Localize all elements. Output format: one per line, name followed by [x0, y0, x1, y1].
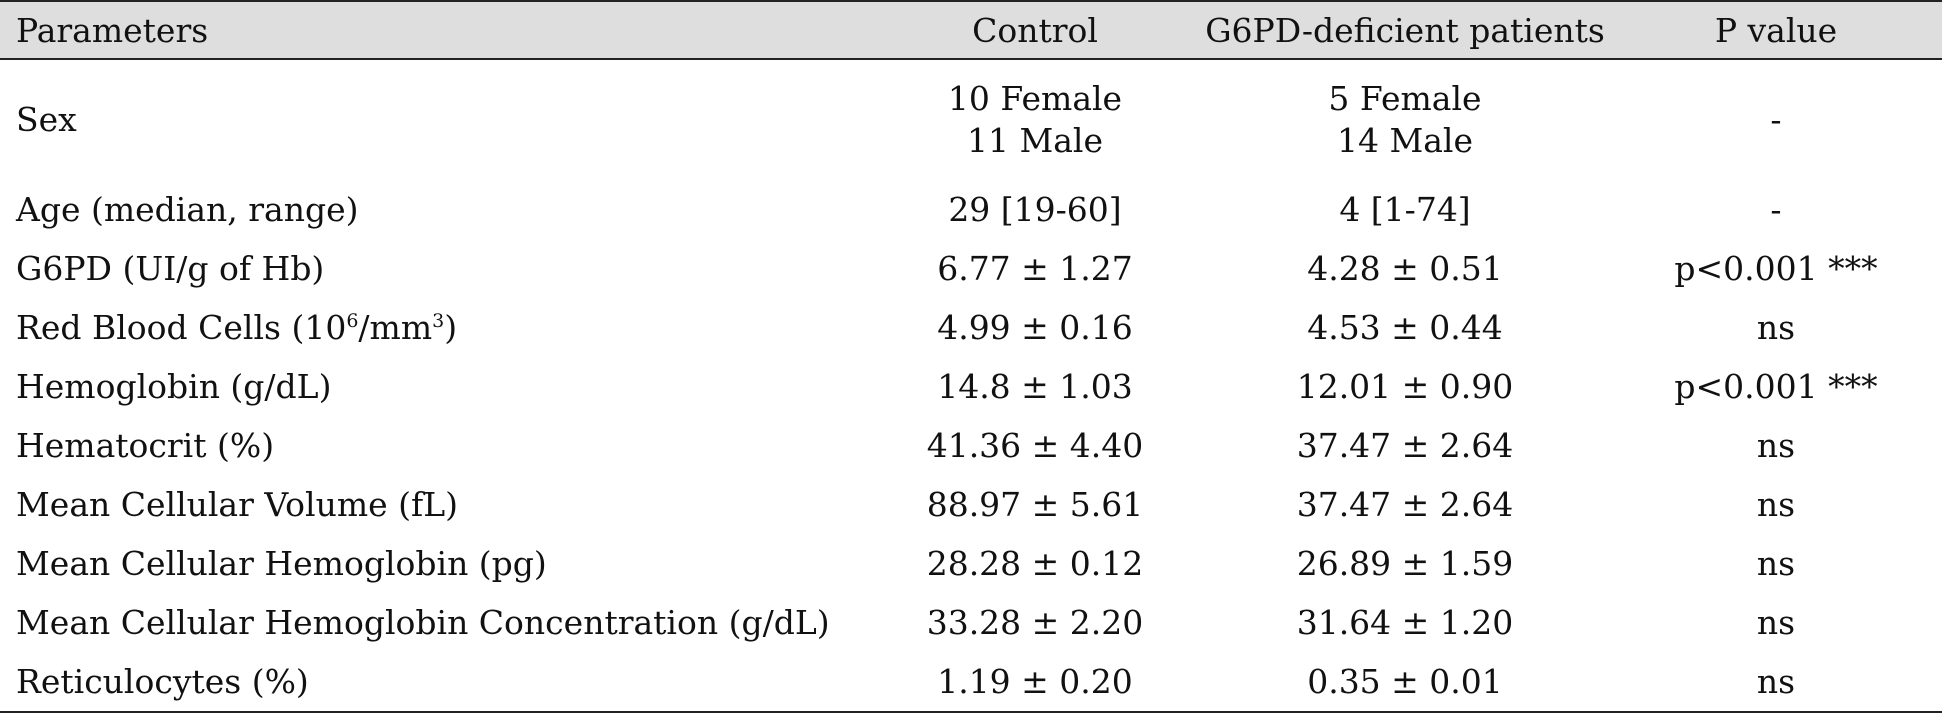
exponent-6: 6 [346, 309, 359, 332]
table-body: Sex 10 Female 11 Male 5 Female 14 Male -… [0, 59, 1942, 713]
table-row-hemoglobin: Hemoglobin (g/dL) 14.8 ± 1.03 12.01 ± 0.… [0, 357, 1942, 416]
table-row-sex: Sex 10 Female 11 Male 5 Female 14 Male - [0, 59, 1942, 180]
cell-parameter: Mean Cellular Hemoglobin (pg) [16, 543, 547, 583]
patients-female-count: 5 Female [1328, 79, 1482, 118]
cell-parameter: Hematocrit (%) [16, 425, 275, 465]
exponent-3: 3 [432, 309, 445, 332]
cell-control: 14.8 ± 1.03 [937, 366, 1133, 406]
cell-patients: 4 [1-74] [1339, 189, 1471, 229]
cell-patients: 26.89 ± 1.59 [1296, 543, 1514, 583]
table-row-age: Age (median, range) 29 [19-60] 4 [1-74] … [0, 180, 1942, 239]
cell-control: 4.99 ± 0.16 [937, 307, 1133, 347]
cell-patients: 4.28 ± 0.51 [1307, 248, 1503, 288]
cell-patients: 12.01 ± 0.90 [1296, 366, 1514, 406]
cell-patients: 31.64 ± 1.20 [1296, 602, 1514, 642]
table-row-g6pd: G6PD (UI/g of Hb) 6.77 ± 1.27 4.28 ± 0.5… [0, 239, 1942, 298]
cell-parameter: Mean Cellular Volume (fL) [16, 484, 459, 524]
cell-patients: 0.35 ± 0.01 [1200, 652, 1610, 713]
cell-p-value: ns [1756, 484, 1796, 524]
cell-p-value: p<0.001 *** [1674, 248, 1878, 288]
table-row-red-blood-cells: Red Blood Cells (106/mm3) 4.99 ± 0.16 4.… [0, 298, 1942, 357]
cell-p-value: ns [1756, 307, 1796, 347]
cell-p-value: ns [1756, 602, 1796, 642]
cell-control: 41.36 ± 4.40 [926, 425, 1144, 465]
table-row-hematocrit: Hematocrit (%) 41.36 ± 4.40 37.47 ± 2.64… [0, 416, 1942, 475]
cell-p-value: ns [1756, 543, 1796, 583]
cell-parameter: Red Blood Cells (106/mm3) [0, 298, 870, 357]
cell-patients: 4.53 ± 0.44 [1307, 307, 1503, 347]
cell-control: 1.19 ± 0.20 [870, 652, 1200, 713]
cell-p-value: - [1770, 189, 1782, 229]
table-header: Parameters Control G6PD-deficient patien… [0, 0, 1942, 60]
cell-patients: 37.47 ± 2.64 [1296, 425, 1514, 465]
parameter-text-prefix: Red Blood Cells (10 [16, 307, 347, 347]
cell-control: 28.28 ± 0.12 [926, 543, 1144, 583]
table-row-mean-cellular-volume: Mean Cellular Volume (fL) 88.97 ± 5.61 3… [0, 475, 1942, 534]
header-patients: G6PD-deficient patients [1200, 0, 1610, 60]
cell-control: 10 Female 11 Male [870, 59, 1200, 180]
header-parameters: Parameters [0, 0, 870, 60]
table-row-mchc: Mean Cellular Hemoglobin Concentration (… [0, 593, 1942, 652]
control-male-count: 11 Male [966, 121, 1104, 160]
cell-p-value: - [1770, 100, 1782, 139]
cell-control: 6.77 ± 1.27 [937, 248, 1133, 288]
parameter-text-mid: /mm [358, 307, 433, 347]
cell-p-value: ns [1610, 652, 1942, 713]
header-row: Parameters Control G6PD-deficient patien… [0, 0, 1942, 60]
cell-control: 29 [19-60] [948, 189, 1122, 229]
cell-control: 88.97 ± 5.61 [926, 484, 1144, 524]
cell-parameter: Sex [16, 100, 77, 139]
cell-p-value: p<0.001 *** [1674, 366, 1878, 406]
cell-parameter: Age (median, range) [16, 189, 359, 229]
table-row-mean-cellular-hemoglobin: Mean Cellular Hemoglobin (pg) 28.28 ± 0.… [0, 534, 1942, 593]
cell-p-value: ns [1756, 425, 1796, 465]
patients-male-count: 14 Male [1336, 121, 1474, 160]
cell-patients: 5 Female 14 Male [1200, 59, 1610, 180]
cell-patients: 37.47 ± 2.64 [1296, 484, 1514, 524]
cell-parameter: Mean Cellular Hemoglobin Concentration (… [16, 602, 830, 642]
cell-parameter: Hemoglobin (g/dL) [16, 366, 332, 406]
cell-parameter: G6PD (UI/g of Hb) [16, 248, 325, 288]
parameter-text-suffix: ) [444, 307, 458, 347]
control-female-count: 10 Female [947, 79, 1123, 118]
header-p-value: P value [1610, 0, 1942, 60]
header-control: Control [870, 0, 1200, 60]
table-row-reticulocytes: Reticulocytes (%) 1.19 ± 0.20 0.35 ± 0.0… [0, 652, 1942, 713]
cell-parameter: Reticulocytes (%) [0, 652, 870, 713]
cell-control: 33.28 ± 2.20 [926, 602, 1144, 642]
